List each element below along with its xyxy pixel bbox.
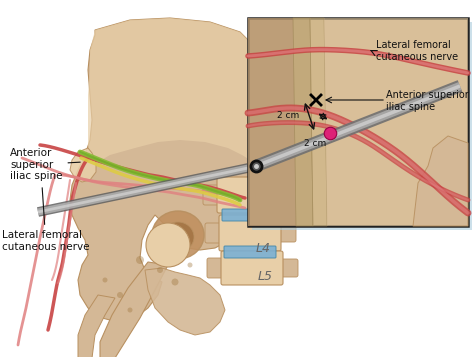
FancyBboxPatch shape xyxy=(277,224,296,242)
Polygon shape xyxy=(248,18,296,226)
FancyBboxPatch shape xyxy=(224,246,276,258)
FancyBboxPatch shape xyxy=(221,251,283,285)
FancyBboxPatch shape xyxy=(248,18,468,226)
FancyBboxPatch shape xyxy=(252,22,472,230)
Circle shape xyxy=(128,307,133,312)
FancyBboxPatch shape xyxy=(275,186,294,204)
Polygon shape xyxy=(324,18,468,226)
Ellipse shape xyxy=(152,211,204,259)
Circle shape xyxy=(102,277,108,282)
Text: 2 cm: 2 cm xyxy=(304,139,326,147)
Polygon shape xyxy=(88,18,268,165)
Polygon shape xyxy=(100,262,168,357)
Text: Lateral femoral
cutaneous nerve: Lateral femoral cutaneous nerve xyxy=(376,40,458,62)
FancyBboxPatch shape xyxy=(279,259,298,277)
Circle shape xyxy=(117,292,123,298)
Polygon shape xyxy=(293,18,313,226)
Circle shape xyxy=(153,246,157,250)
FancyBboxPatch shape xyxy=(217,177,279,213)
FancyBboxPatch shape xyxy=(219,215,281,251)
Circle shape xyxy=(172,278,179,286)
Circle shape xyxy=(136,256,144,264)
Text: L3: L3 xyxy=(255,211,271,225)
Text: L4: L4 xyxy=(255,241,271,255)
Text: 2 cm: 2 cm xyxy=(277,111,299,121)
Circle shape xyxy=(157,267,163,273)
Circle shape xyxy=(146,223,190,267)
Polygon shape xyxy=(78,295,115,357)
Text: L5: L5 xyxy=(257,270,273,282)
Polygon shape xyxy=(310,18,327,226)
FancyBboxPatch shape xyxy=(222,209,274,221)
Polygon shape xyxy=(145,268,225,335)
Polygon shape xyxy=(70,148,96,182)
FancyBboxPatch shape xyxy=(205,223,223,243)
Circle shape xyxy=(188,262,192,267)
Polygon shape xyxy=(413,136,468,226)
FancyBboxPatch shape xyxy=(207,258,225,278)
Text: Anterior
superior
iliac spine: Anterior superior iliac spine xyxy=(10,148,80,181)
FancyBboxPatch shape xyxy=(203,185,221,205)
Polygon shape xyxy=(70,18,268,322)
Text: Anterior superior
iliac spine: Anterior superior iliac spine xyxy=(386,90,469,112)
Ellipse shape xyxy=(162,222,194,252)
Text: Lateral femoral
cutaneous nerve: Lateral femoral cutaneous nerve xyxy=(2,188,90,252)
